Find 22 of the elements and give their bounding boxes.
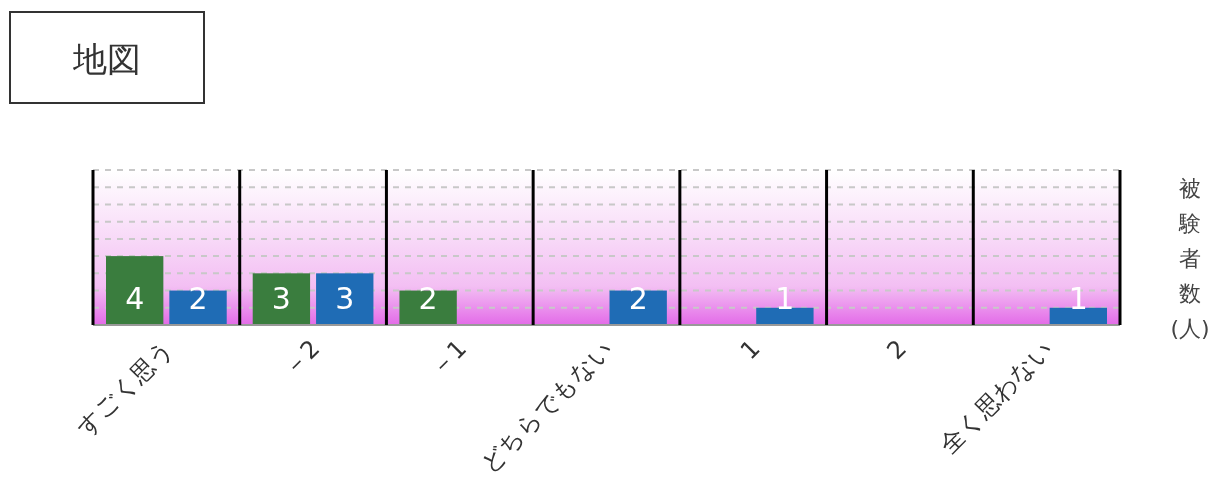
data-label: 1	[775, 280, 795, 316]
x-tick-label: 1	[734, 334, 766, 366]
data-label: 4	[125, 280, 145, 316]
bar	[106, 256, 164, 325]
data-label: 3	[335, 280, 355, 316]
bar	[316, 273, 374, 325]
x-tick-label: －2	[277, 334, 326, 383]
x-tick-label: －1	[424, 334, 473, 383]
bar	[252, 273, 311, 325]
bar	[1049, 307, 1107, 325]
data-label: 2	[418, 280, 438, 316]
data-label: 1	[1068, 280, 1088, 316]
y-axis-title: 被験者数(人)	[1170, 176, 1210, 341]
x-tick-label: 全く思わない	[934, 334, 1059, 459]
data-label: 2	[188, 280, 208, 316]
chart-title: 地図	[72, 39, 141, 79]
data-label: 3	[271, 280, 291, 316]
x-tick-label: どちらでもない	[475, 334, 619, 478]
x-tick-label: すごく思う	[71, 334, 179, 442]
x-tick-label: 2	[881, 334, 913, 366]
data-label: 2	[628, 280, 648, 316]
bar	[756, 307, 814, 325]
